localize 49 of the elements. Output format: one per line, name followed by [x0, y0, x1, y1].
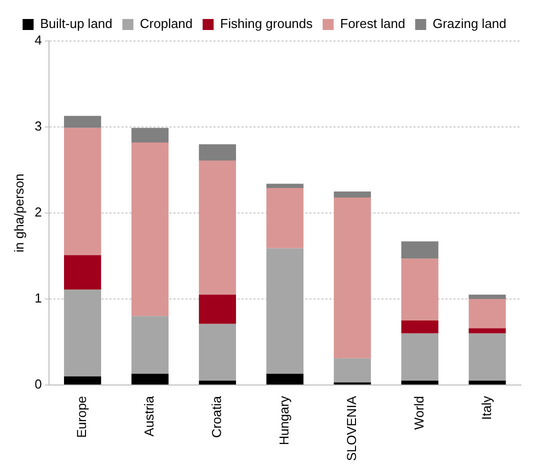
x-tick-label: World — [411, 396, 426, 430]
bar — [198, 294, 236, 324]
bar — [468, 294, 506, 299]
x-tick-label: Croatia — [209, 395, 224, 438]
x-tick-label: Hungary — [276, 395, 292, 446]
bar — [334, 358, 371, 382]
y-tick-label: 4 — [34, 32, 42, 48]
bar — [131, 142, 169, 316]
bar — [266, 184, 304, 188]
bar — [401, 320, 438, 334]
x-tick-label: SLOVENIA — [344, 396, 359, 462]
bar — [64, 116, 102, 128]
y-tick-label: 1 — [34, 290, 42, 306]
y-tick-label: 3 — [34, 118, 42, 134]
bar — [266, 248, 304, 374]
bar — [266, 188, 304, 248]
y-tick-label: 0 — [34, 376, 42, 392]
x-tick-label: Austria — [142, 395, 157, 436]
y-tick-label: 2 — [34, 204, 42, 220]
legend-label: Built-up land — [40, 16, 112, 32]
x-tick-label: Italy — [478, 395, 494, 420]
legend-label: Fishing grounds — [220, 16, 314, 32]
bar — [131, 316, 169, 374]
bar — [334, 198, 371, 358]
bar — [468, 380, 506, 384]
bar — [401, 241, 438, 259]
bar — [401, 258, 438, 320]
bar — [401, 380, 438, 384]
bar — [64, 290, 102, 376]
y-axis-title: in gha/person — [11, 174, 26, 252]
bar — [64, 128, 102, 256]
bar — [468, 333, 506, 381]
bar — [64, 255, 102, 290]
bar — [131, 128, 169, 142]
bar — [64, 376, 102, 384]
bar — [198, 144, 236, 161]
legend-label: Cropland — [140, 16, 193, 32]
bar — [198, 324, 236, 381]
bar — [198, 380, 236, 384]
bar — [131, 374, 169, 384]
x-tick-label: Europe — [74, 396, 90, 438]
legend-label: Forest land — [340, 16, 406, 32]
bar — [468, 298, 506, 328]
bar — [334, 191, 371, 198]
legend-label: Grazing land — [432, 16, 506, 32]
bar — [401, 333, 438, 381]
bar — [266, 374, 304, 384]
bar — [198, 160, 236, 295]
bar — [468, 328, 506, 334]
